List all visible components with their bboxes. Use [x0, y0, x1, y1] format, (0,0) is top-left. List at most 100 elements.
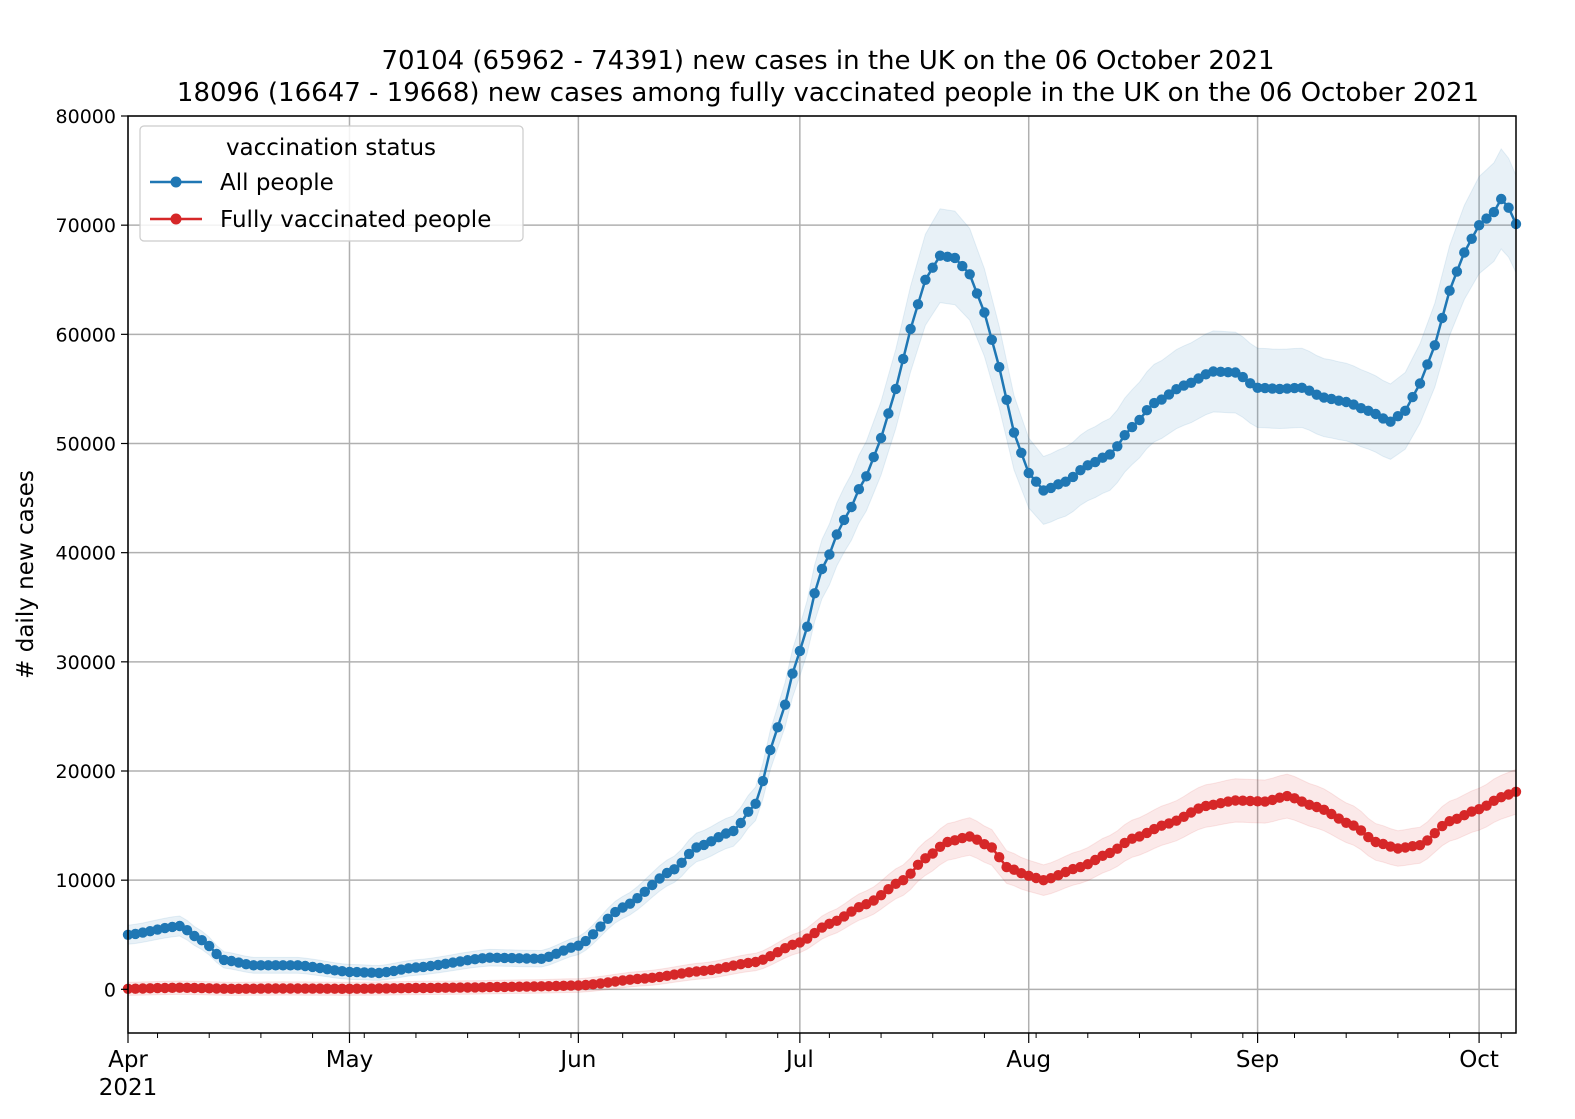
- data-point: [883, 884, 894, 895]
- data-point: [255, 960, 267, 971]
- data-point: [248, 983, 259, 994]
- data-point: [853, 484, 865, 495]
- legend-box: [139, 125, 524, 242]
- data-point: [602, 913, 614, 924]
- data-point: [418, 982, 429, 994]
- data-point: [1267, 383, 1278, 394]
- data-point: [868, 895, 879, 906]
- data-point: [883, 408, 894, 419]
- data-point: [868, 451, 879, 463]
- legend-marker-1: [170, 213, 182, 225]
- data-point: [1252, 382, 1263, 393]
- data-point: [1348, 820, 1359, 831]
- data-point: [1222, 367, 1234, 378]
- data-point: [425, 982, 436, 994]
- data-point: [624, 898, 636, 909]
- data-point: [248, 960, 259, 971]
- data-point: [314, 983, 326, 994]
- data-point: [765, 744, 776, 756]
- data-point: [196, 935, 207, 946]
- data-point: [1289, 382, 1300, 394]
- data-point: [477, 982, 488, 993]
- data-point: [1422, 835, 1433, 846]
- data-point: [440, 982, 451, 993]
- data-point: [809, 588, 820, 599]
- data-point: [920, 274, 931, 285]
- data-point: [846, 501, 857, 513]
- data-point: [1163, 389, 1175, 400]
- data-point: [410, 982, 422, 994]
- data-point: [750, 798, 761, 809]
- y-axis-label: # daily new cases: [13, 470, 39, 679]
- data-point: [344, 966, 355, 978]
- data-point: [875, 432, 887, 444]
- data-point: [1466, 233, 1477, 244]
- data-point: [1437, 820, 1448, 832]
- data-point: [1126, 421, 1138, 433]
- y-tick-label: 60000: [56, 324, 116, 346]
- chart-title: 70104 (65962 - 74391) new cases in the U…: [177, 46, 1479, 108]
- data-point: [499, 981, 510, 993]
- data-point: [994, 852, 1005, 863]
- series-markers: [122, 193, 1522, 994]
- data-point: [285, 983, 296, 994]
- data-point: [388, 983, 399, 994]
- data-point: [632, 973, 643, 985]
- data-point: [949, 252, 961, 264]
- data-point: [396, 983, 407, 994]
- y-tick-label: 70000: [56, 215, 116, 237]
- data-point: [491, 981, 503, 993]
- data-point: [912, 859, 924, 870]
- data-point: [964, 269, 975, 280]
- data-point: [1030, 476, 1042, 487]
- data-point: [728, 825, 739, 837]
- data-point: [196, 982, 207, 994]
- chart-title-line-1: 70104 (65962 - 74391) new cases in the U…: [381, 46, 1274, 76]
- data-point: [787, 668, 798, 679]
- x-tick-label: Oct: [1459, 1047, 1499, 1073]
- data-point: [1437, 312, 1448, 324]
- data-point: [632, 893, 643, 904]
- data-point: [462, 982, 473, 993]
- data-point: [366, 983, 377, 994]
- data-point: [263, 983, 274, 994]
- data-point: [1481, 213, 1492, 224]
- data-point: [528, 953, 540, 964]
- data-point: [484, 952, 495, 963]
- data-point: [1488, 206, 1500, 218]
- data-point: [226, 983, 237, 994]
- data-point: [1230, 795, 1241, 806]
- data-point: [277, 960, 289, 971]
- data-point: [469, 982, 481, 993]
- data-point: [514, 981, 525, 992]
- data-point: [1252, 796, 1263, 807]
- data-point: [159, 982, 171, 994]
- data-point: [403, 982, 414, 994]
- data-point: [809, 927, 820, 939]
- data-point: [300, 983, 311, 994]
- data-point: [211, 948, 222, 960]
- legend-title: vaccination status: [226, 135, 436, 161]
- x-tick-label: Sep: [1236, 1047, 1279, 1073]
- data-point: [757, 775, 769, 787]
- data-point: [905, 323, 916, 335]
- data-point: [336, 983, 348, 994]
- data-point: [359, 983, 370, 994]
- data-point: [292, 983, 303, 994]
- data-point: [957, 260, 968, 272]
- x-tick-label: Jul: [784, 1047, 814, 1073]
- data-point: [204, 983, 215, 994]
- y-axis-ticks: 0 10000 20000 30000 40000 50000 60000 70000 8000…: [56, 106, 128, 1001]
- data-point: [1473, 220, 1485, 231]
- data-point: [647, 879, 658, 891]
- data-point: [174, 982, 185, 993]
- x-tick-sublabel: 2021: [99, 1075, 158, 1101]
- data-point: [536, 981, 547, 992]
- data-point: [772, 722, 783, 733]
- y-tick-label: 30000: [56, 652, 116, 674]
- data-point: [130, 983, 141, 994]
- data-point: [506, 952, 518, 964]
- data-point: [366, 967, 377, 978]
- data-point: [351, 966, 363, 978]
- data-point: [802, 621, 813, 632]
